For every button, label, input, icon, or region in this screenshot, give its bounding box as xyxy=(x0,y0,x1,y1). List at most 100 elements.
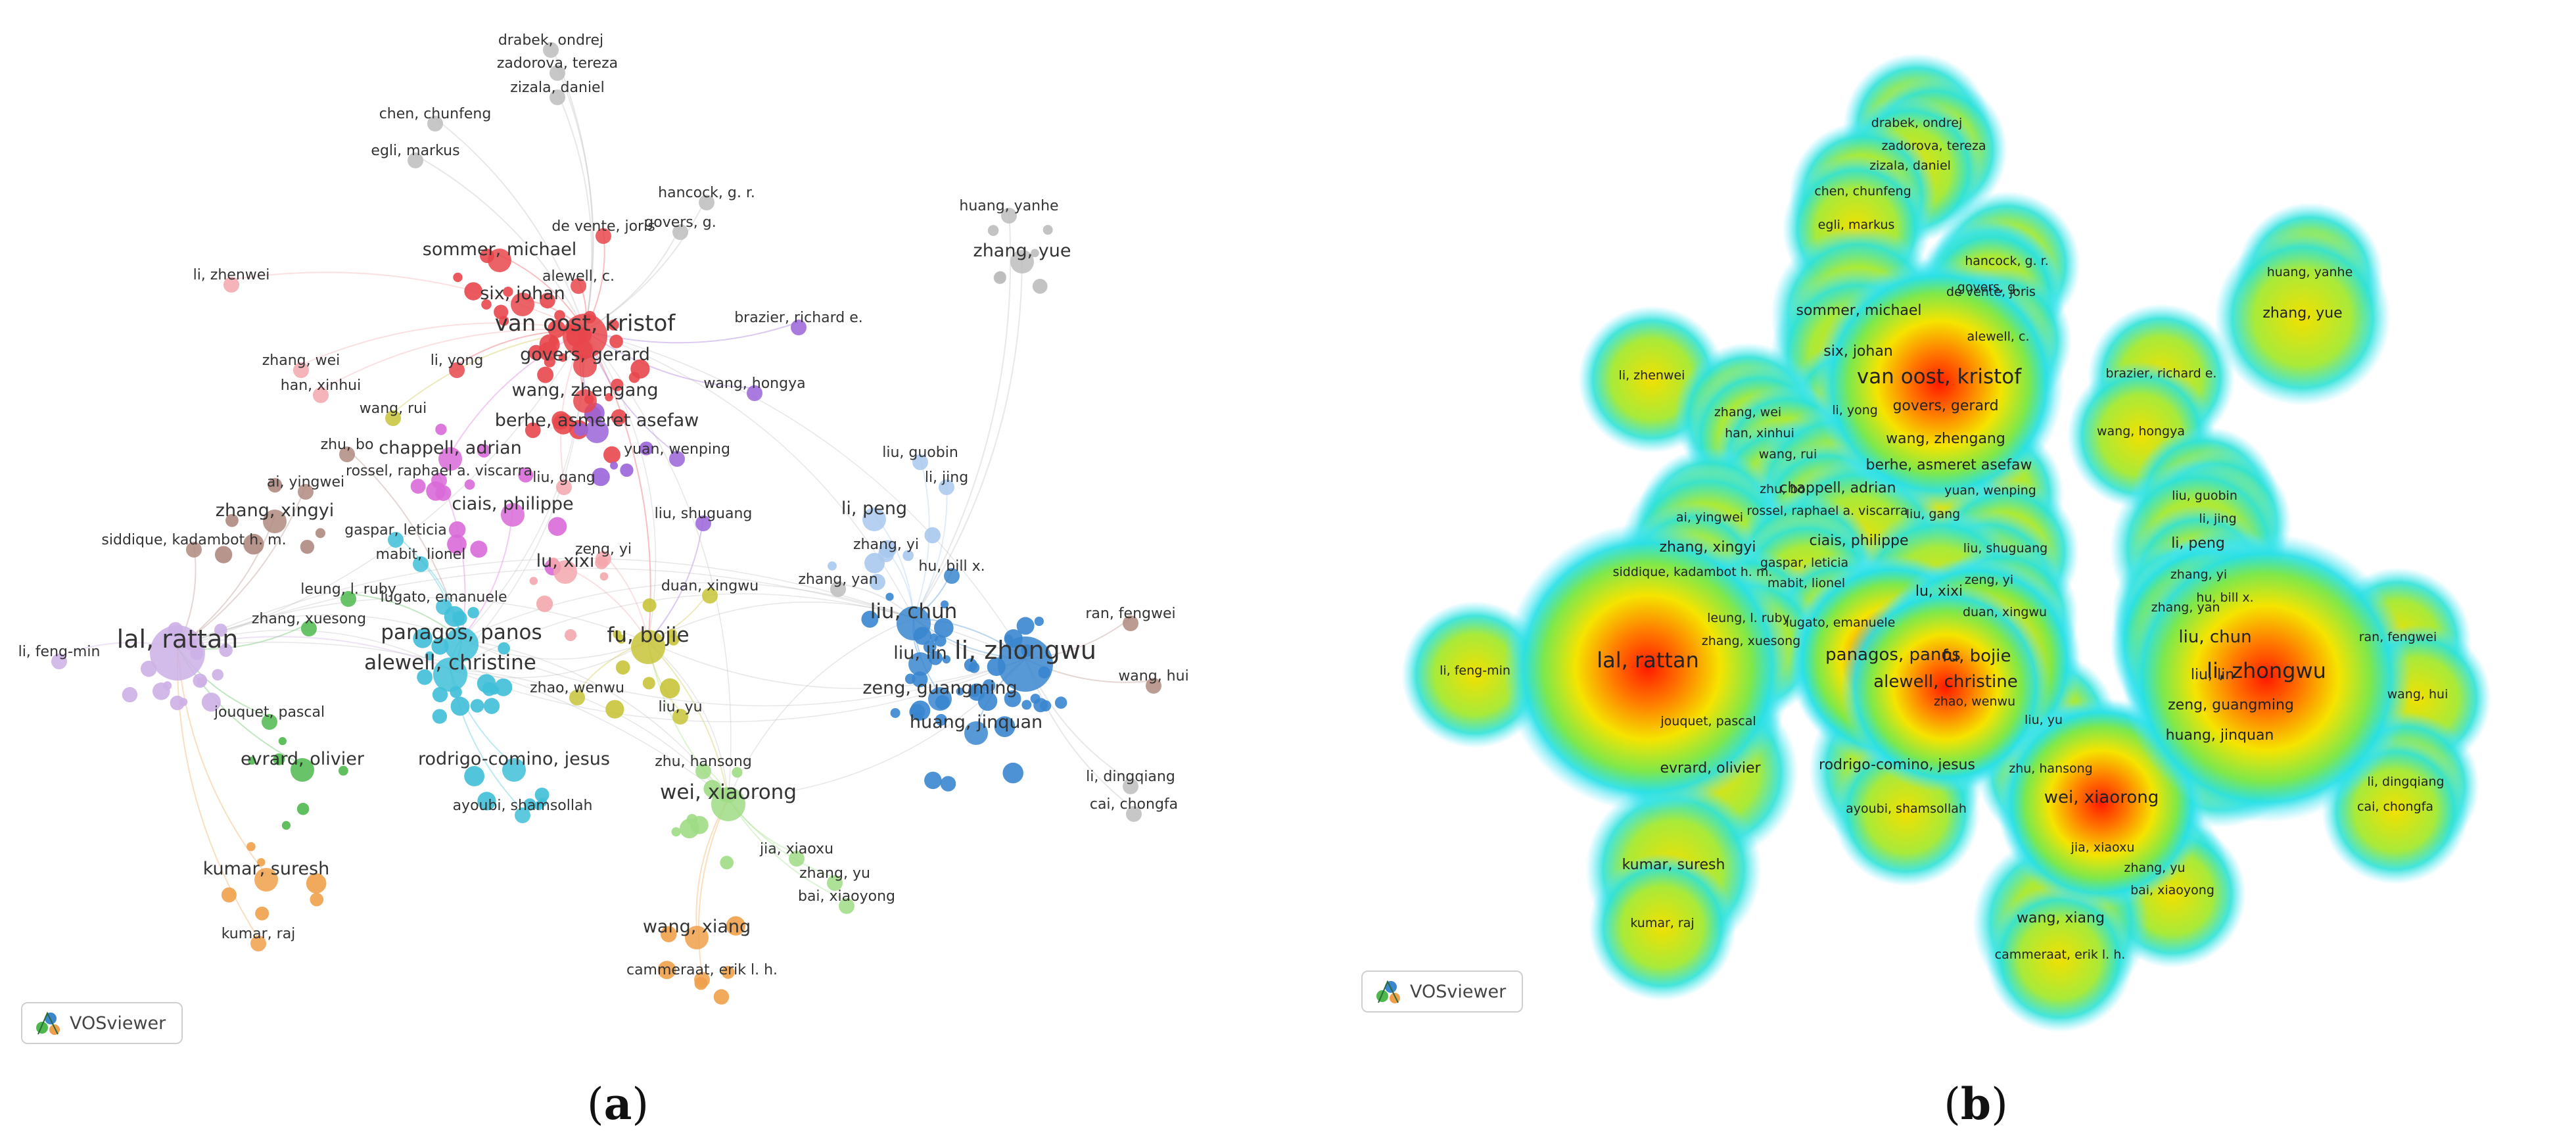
network-node[interactable] xyxy=(828,561,837,571)
density-node-label[interactable]: duan, xingwu xyxy=(1963,605,2047,619)
density-node-label[interactable]: liu, shuguang xyxy=(1963,541,2048,556)
network-node[interactable] xyxy=(924,527,941,544)
network-node[interactable] xyxy=(630,359,650,379)
density-node-label[interactable]: alewell, c. xyxy=(1967,329,2030,344)
network-node[interactable] xyxy=(933,618,954,638)
node-label[interactable]: mabit, lionel xyxy=(376,546,466,563)
network-node[interactable] xyxy=(1042,225,1053,235)
network-node[interactable] xyxy=(543,42,559,58)
network-node[interactable] xyxy=(449,362,465,378)
density-node-label[interactable]: zhao, wenwu xyxy=(1934,694,2015,709)
network-node[interactable] xyxy=(296,803,310,815)
network-node[interactable] xyxy=(436,599,452,615)
node-label[interactable]: jia, xiaoxu xyxy=(759,841,833,857)
network-node[interactable] xyxy=(942,655,951,664)
network-node[interactable] xyxy=(548,320,566,338)
density-node-label[interactable]: liu, lin xyxy=(2191,667,2234,683)
network-node[interactable] xyxy=(660,926,677,943)
density-node-label[interactable]: zhu, hansong xyxy=(2009,761,2093,776)
node-label[interactable]: hancock, g. r. xyxy=(658,185,755,201)
network-node[interactable] xyxy=(1002,762,1023,784)
node-label[interactable]: de vente, joris xyxy=(551,218,655,235)
network-node[interactable] xyxy=(599,572,609,581)
network-node[interactable] xyxy=(912,711,923,721)
network-node[interactable] xyxy=(483,698,500,714)
network-node[interactable] xyxy=(554,310,565,322)
density-node-label[interactable]: sommer, michael xyxy=(1796,302,1921,319)
node-label[interactable]: ran, fengwei xyxy=(1085,606,1175,622)
network-node[interactable] xyxy=(1016,617,1035,635)
network-node[interactable] xyxy=(410,479,426,494)
density-node-label[interactable]: chen, chunfeng xyxy=(1814,184,1911,199)
density-node-label[interactable]: kumar, raj xyxy=(1630,916,1694,930)
network-node[interactable] xyxy=(444,627,479,661)
network-node[interactable] xyxy=(250,936,266,951)
density-node-label[interactable]: govers, g. xyxy=(1957,280,2020,295)
network-node[interactable] xyxy=(464,282,482,300)
network-node[interactable] xyxy=(438,447,462,471)
network-node[interactable] xyxy=(431,473,447,489)
node-label[interactable]: zhang, yu xyxy=(799,865,870,882)
network-node[interactable] xyxy=(713,989,730,1005)
density-node-label[interactable]: wang, zhengang xyxy=(1886,431,2005,447)
network-node[interactable] xyxy=(940,776,956,792)
density-node-label[interactable]: ciais, philippe xyxy=(1810,533,1909,549)
network-node[interactable] xyxy=(608,319,619,331)
density-node-label[interactable]: zhang, xingyi xyxy=(1659,539,1756,556)
density-node-label[interactable]: li, jing xyxy=(2199,512,2236,526)
node-label[interactable]: drabek, ondrej xyxy=(498,32,603,49)
network-node[interactable] xyxy=(1032,278,1048,294)
density-node-label[interactable]: van oost, kristof xyxy=(1857,365,2022,389)
network-node[interactable] xyxy=(642,677,655,690)
network-node[interactable] xyxy=(668,634,680,646)
network-node[interactable] xyxy=(179,698,188,706)
node-label[interactable]: berhe, asmeret asefaw xyxy=(495,410,699,431)
network-node[interactable] xyxy=(477,792,496,811)
density-node-label[interactable]: ran, fengwei xyxy=(2359,630,2437,644)
network-node[interactable] xyxy=(1021,700,1032,710)
network-node[interactable] xyxy=(885,592,894,601)
network-node[interactable] xyxy=(827,875,843,891)
density-node-label[interactable]: chappell, adrian xyxy=(1779,480,1896,496)
network-node[interactable] xyxy=(470,540,488,558)
network-node[interactable] xyxy=(534,787,550,802)
network-node[interactable] xyxy=(904,673,916,684)
network-node[interactable] xyxy=(611,378,624,392)
node-label[interactable]: zhang, yue xyxy=(973,241,1071,261)
network-node[interactable] xyxy=(993,271,1006,285)
network-node[interactable] xyxy=(935,713,947,726)
network-node[interactable] xyxy=(248,756,256,765)
network-node[interactable] xyxy=(447,534,467,554)
network-node[interactable] xyxy=(711,787,745,821)
network-node[interactable] xyxy=(278,737,287,746)
density-node-label[interactable]: bai, xiaoyong xyxy=(2130,883,2214,897)
network-node[interactable] xyxy=(924,771,942,790)
network-node[interactable] xyxy=(470,699,484,713)
network-node[interactable] xyxy=(558,353,567,362)
network-node[interactable] xyxy=(890,707,901,718)
network-node[interactable] xyxy=(699,195,714,210)
density-node-label[interactable]: egli, markus xyxy=(1818,218,1895,232)
network-node[interactable] xyxy=(994,716,1016,738)
density-node-label[interactable]: yuan, wenping xyxy=(1944,483,2036,498)
network-node[interactable] xyxy=(1030,694,1041,704)
node-label[interactable]: hu, bill x. xyxy=(918,558,985,575)
node-label[interactable]: ayoubi, shamsollah xyxy=(453,798,593,814)
network-node[interactable] xyxy=(529,577,538,585)
density-node-label[interactable]: alewell, christine xyxy=(1873,672,2018,692)
network-node[interactable] xyxy=(201,692,221,712)
network-node[interactable] xyxy=(605,393,613,402)
network-node[interactable] xyxy=(998,636,1053,692)
density-node-label[interactable]: li, zhenwei xyxy=(1619,368,1685,383)
network-node[interactable] xyxy=(413,556,429,572)
node-label[interactable]: li, feng-min xyxy=(18,644,101,660)
network-node[interactable] xyxy=(293,362,309,378)
node-label[interactable]: zeng, guangming xyxy=(862,678,1017,698)
network-node[interactable] xyxy=(477,444,491,458)
node-label[interactable]: lugato, emanuele xyxy=(380,589,507,606)
network-node[interactable] xyxy=(1123,615,1138,631)
network-node[interactable] xyxy=(929,633,939,642)
node-label[interactable]: zadorova, tereza xyxy=(497,55,618,72)
network-node[interactable] xyxy=(214,623,227,637)
network-node[interactable] xyxy=(615,660,630,675)
